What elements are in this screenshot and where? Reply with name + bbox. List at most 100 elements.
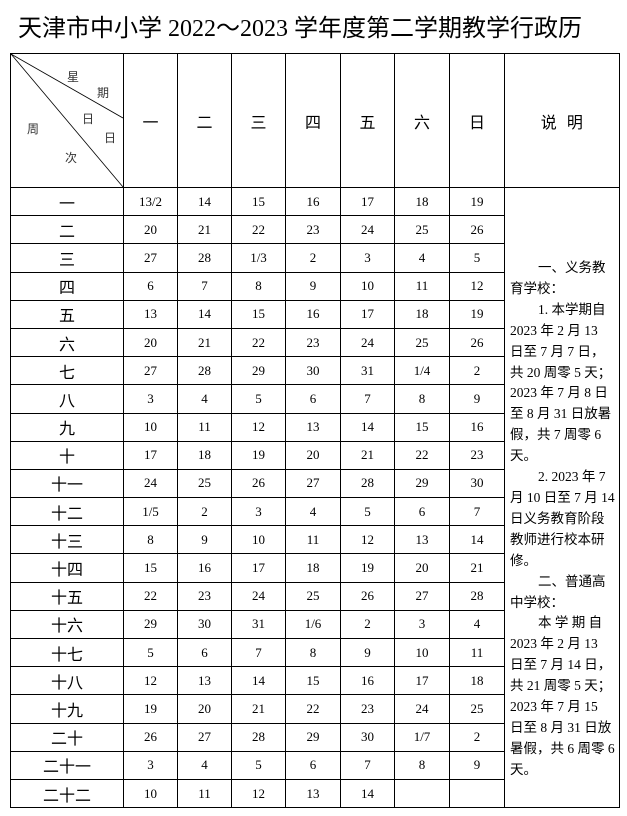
date-cell: 27 — [285, 468, 341, 499]
date-cell: 21 — [177, 215, 232, 245]
day-header: 三 — [231, 53, 286, 188]
date-cell: 22 — [123, 581, 178, 611]
table-row: 十二 1/5 2 3 4 5 6 7 — [10, 497, 620, 527]
note-line: 2023 年 7 月 15 — [510, 699, 598, 715]
date-cell: 15 — [231, 186, 286, 217]
week-number: 五 — [10, 299, 124, 329]
date-cell: 29 — [285, 722, 341, 752]
date-cell: 30 — [449, 468, 505, 499]
date-cell: 18 — [177, 440, 232, 470]
page-title: 天津市中小学 2022～2023 学年度第二学期教学行政历 — [18, 16, 582, 42]
date-cell: 1/3 — [231, 243, 286, 273]
date-cell: 16 — [285, 299, 341, 329]
date-cell: 19 — [123, 694, 178, 724]
date-cell: 3 — [231, 497, 286, 527]
note-line: 天。 — [510, 448, 537, 464]
date-cell: 20 — [177, 694, 232, 724]
date-cell: 24 — [123, 468, 178, 499]
date-cell: 22 — [285, 694, 341, 724]
date-cell: 17 — [123, 440, 178, 470]
header-row: 星 期 日 日 周 次 一 二 三 四 五 六 日 说 明 — [10, 53, 620, 188]
date-cell: 28 — [340, 468, 395, 499]
week-number: 十六 — [10, 609, 124, 640]
date-cell: 27 — [123, 243, 178, 273]
date-cell: 21 — [231, 694, 286, 724]
date-cell: 28 — [177, 243, 232, 273]
date-cell: 30 — [285, 356, 341, 386]
day-header: 五 — [340, 53, 395, 188]
date-cell: 2 — [177, 497, 232, 527]
date-cell: 5 — [231, 384, 286, 414]
date-cell: 28 — [449, 581, 505, 611]
date-cell: 18 — [394, 299, 450, 329]
diagonal-lines — [11, 54, 123, 187]
day-header: 日 — [449, 53, 505, 188]
date-cell: 23 — [449, 440, 505, 470]
date-cell: 30 — [177, 609, 232, 640]
date-cell: 10 — [394, 637, 450, 668]
date-cell: 22 — [231, 215, 286, 245]
date-cell: 14 — [340, 778, 395, 809]
note-line: 一、义务教 — [538, 260, 606, 275]
date-cell: 16 — [177, 553, 232, 583]
date-cell: 10 — [231, 525, 286, 555]
date-cell: 20 — [123, 327, 178, 358]
date-cell: 1/7 — [394, 722, 450, 752]
date-cell: 19 — [449, 299, 505, 329]
date-cell: 17 — [394, 666, 450, 696]
date-cell: 19 — [231, 440, 286, 470]
table-row: 十一 24 25 26 27 28 29 30 — [10, 468, 620, 499]
note-line: 2023 年 2 月 13 — [510, 322, 598, 338]
note-line: 中学校： — [510, 594, 564, 610]
date-cell: 21 — [177, 327, 232, 358]
note-line: 修。 — [510, 552, 537, 568]
date-cell: 20 — [123, 215, 178, 245]
date-cell: 8 — [394, 384, 450, 414]
date-cell: 9 — [449, 384, 505, 414]
note-line: 1. 本学期自 — [538, 301, 606, 317]
note-line: 二、普通高 — [538, 573, 606, 589]
week-number: 二十一 — [10, 750, 124, 780]
date-cell: 4 — [449, 609, 505, 640]
date-cell: 8 — [394, 750, 450, 780]
date-cell: 15 — [123, 553, 178, 583]
date-cell: 26 — [449, 327, 505, 358]
week-number: 八 — [10, 384, 124, 414]
date-cell: 7 — [340, 750, 395, 780]
date-cell: 27 — [177, 722, 232, 752]
date-cell: 6 — [177, 637, 232, 668]
date-cell: 25 — [394, 215, 450, 245]
note-line: 日义务教育阶段 — [510, 510, 605, 526]
date-cell: 5 — [231, 750, 286, 780]
week-number: 十五 — [10, 581, 124, 611]
calendar-table: 星 期 日 日 周 次 一 二 三 四 五 六 日 说 明 一 13/2 14 15 1… — [10, 53, 620, 809]
week-number: 十二 — [10, 497, 124, 527]
date-cell: 2 — [449, 356, 505, 386]
date-cell: 7 — [231, 637, 286, 668]
date-cell: 26 — [340, 581, 395, 611]
note-line: 日至 7 月 14 日， — [510, 657, 612, 673]
day-header: 二 — [177, 53, 232, 188]
date-cell: 31 — [340, 356, 395, 386]
table-row: 十四 15 16 17 18 19 20 21 — [10, 553, 620, 583]
date-cell: 13 — [285, 412, 341, 442]
table-row: 二十二 10 11 12 13 14 — [10, 778, 620, 809]
week-number: 四 — [10, 271, 124, 301]
corner-label: 星 — [67, 70, 80, 84]
note-line: 日至 8 月 31 日放 — [510, 719, 612, 735]
table-row: 七 27 28 29 30 31 1/4 2 — [10, 356, 620, 386]
week-number: 十 — [10, 440, 124, 470]
corner-label: 次 — [65, 151, 78, 165]
date-cell: 7 — [177, 271, 232, 301]
table-row: 十五 22 23 24 25 26 27 28 — [10, 581, 620, 611]
week-number: 十四 — [10, 553, 124, 583]
date-cell: 11 — [285, 525, 341, 555]
date-cell: 17 — [231, 553, 286, 583]
date-cell: 4 — [285, 497, 341, 527]
table-row: 十三 8 9 10 11 12 13 14 — [10, 525, 620, 555]
date-cell: 4 — [177, 750, 232, 780]
date-cell: 27 — [123, 356, 178, 386]
date-cell: 22 — [231, 327, 286, 358]
note-line: 育学校： — [510, 280, 564, 296]
